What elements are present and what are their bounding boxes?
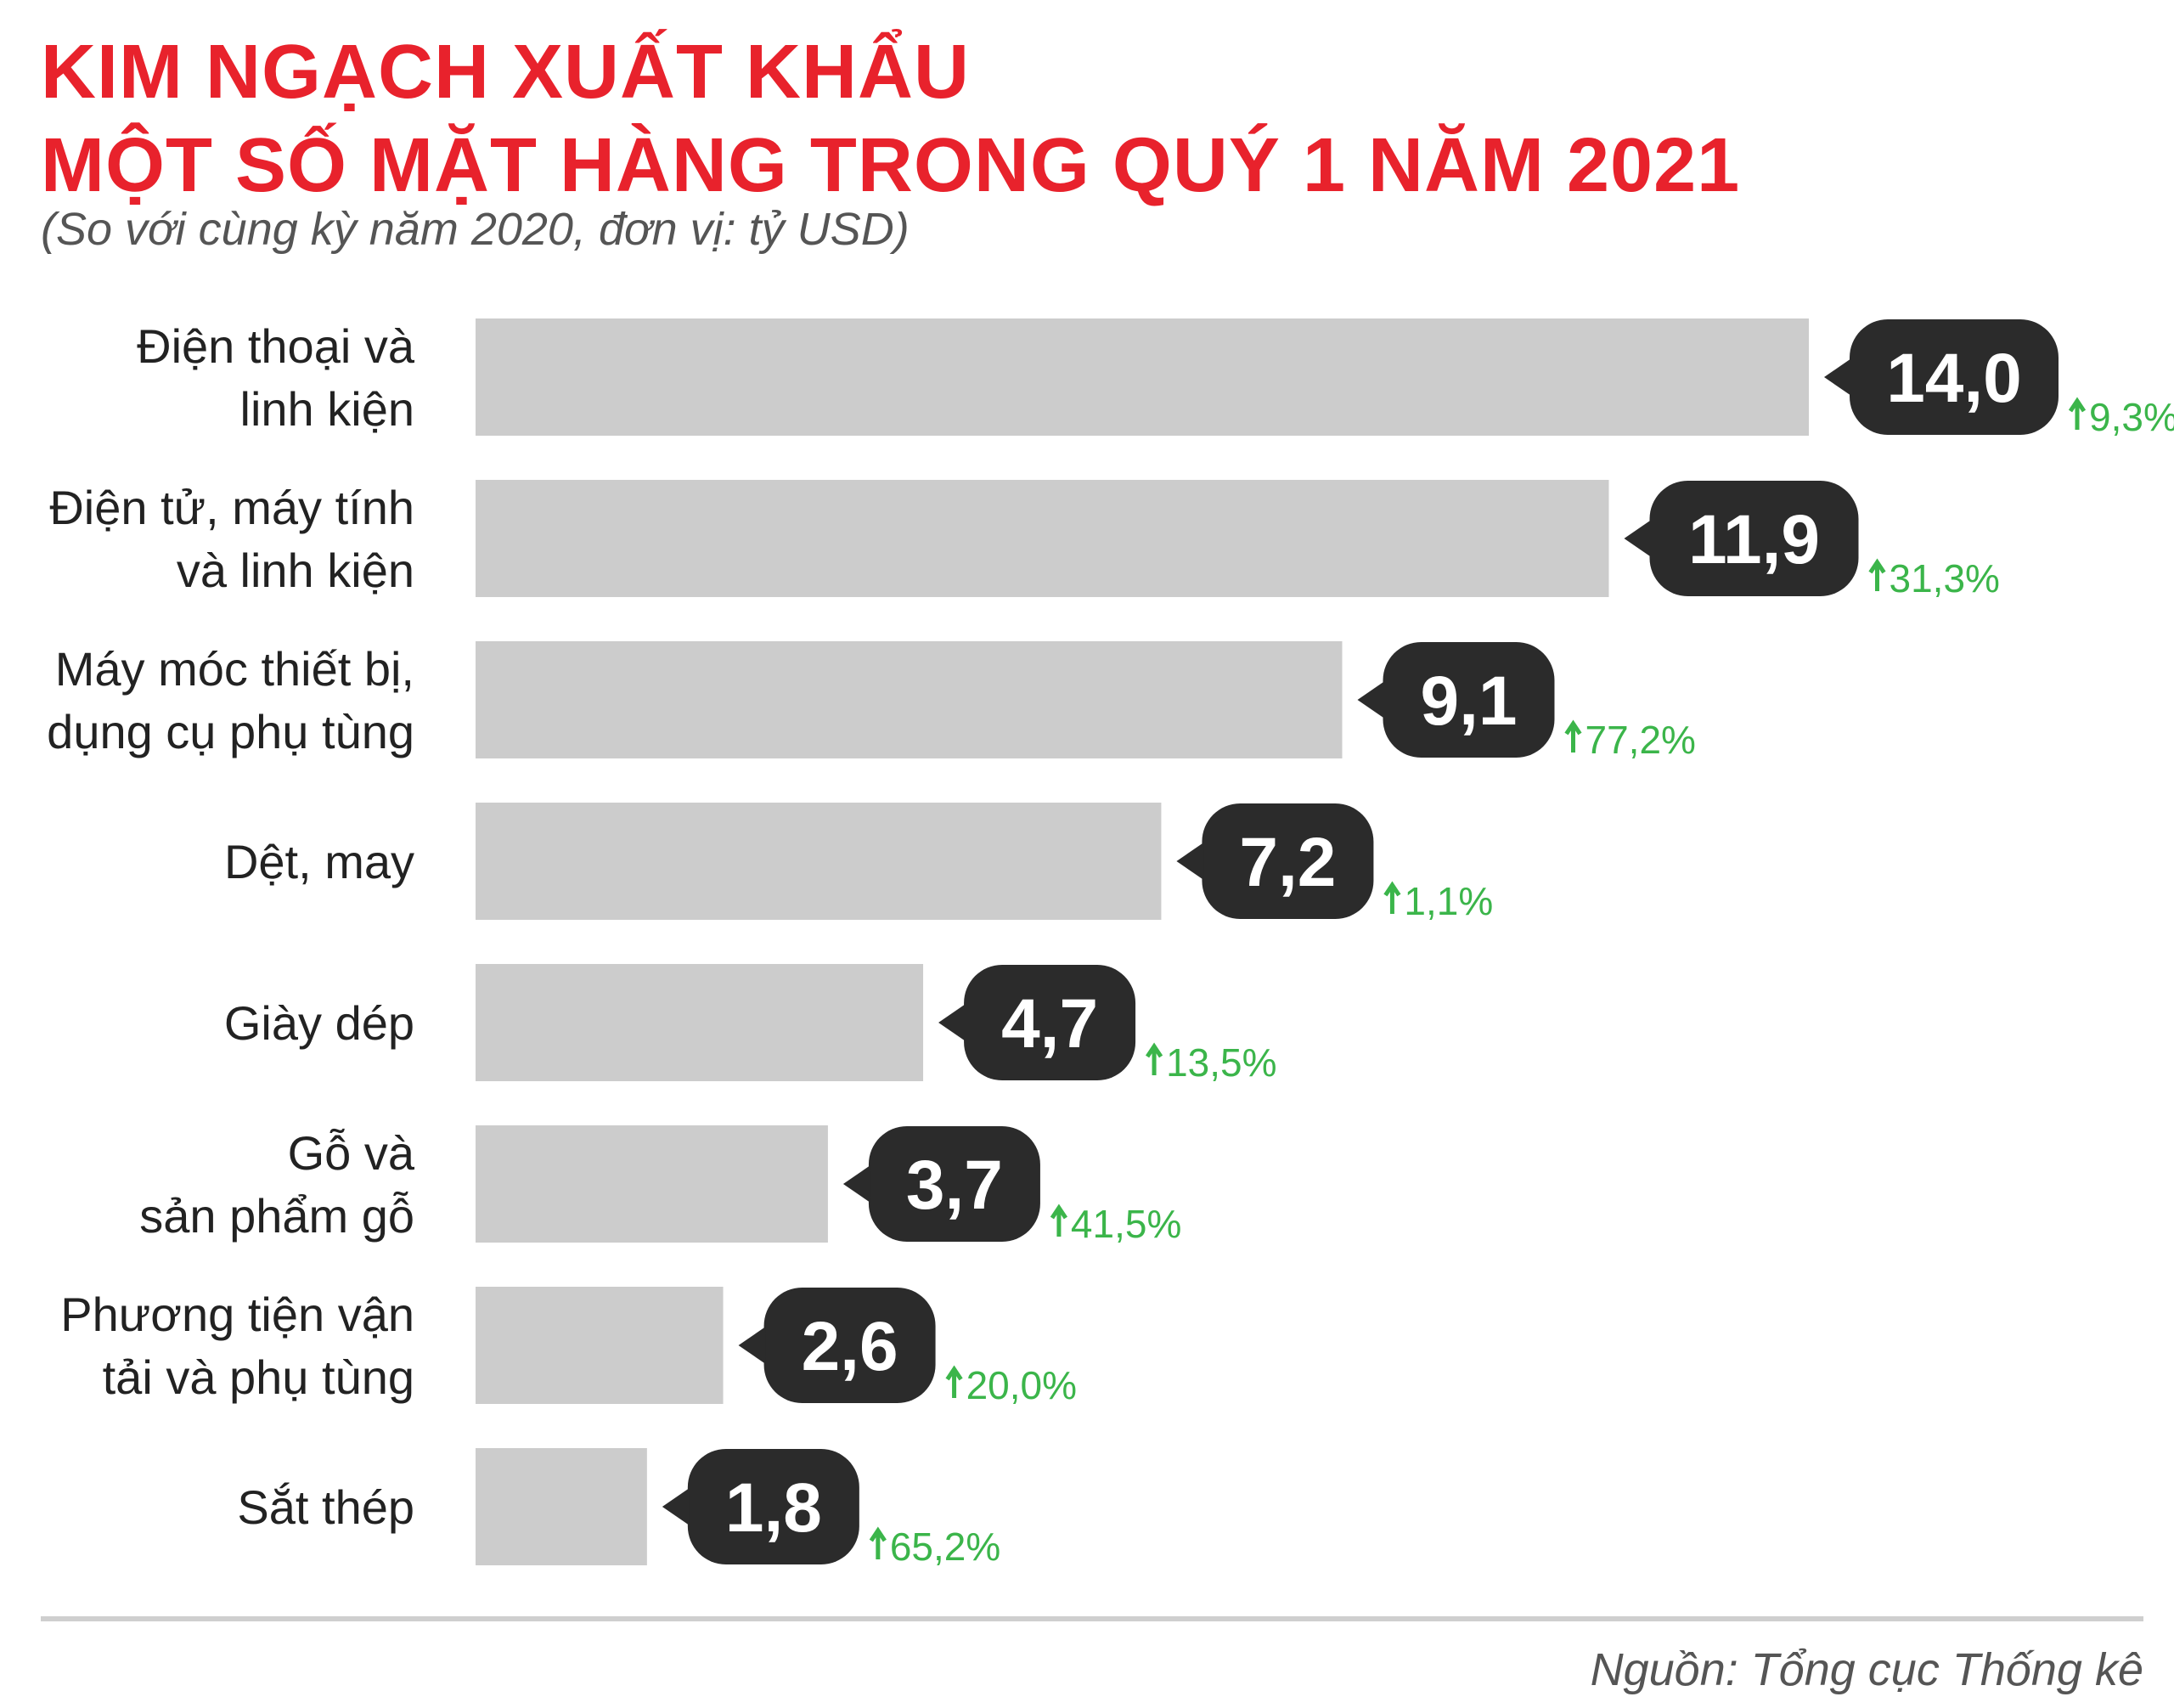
category-label: Phương tiện vận	[60, 1288, 414, 1341]
change-label: 20,0%	[966, 1363, 1077, 1407]
value-bubble-pointer	[842, 1165, 870, 1203]
chart-title-line-2: MỘT SỐ MẶT HÀNG TRONG QUÝ 1 NĂM 2021	[41, 123, 1741, 208]
bar-chart: Điện thoại và linh kiện 14,0 9,3% Điện tử, m…	[47, 318, 2174, 1569]
change-label: 77,2%	[1585, 718, 1696, 762]
value-label: 2,6	[802, 1308, 898, 1385]
value-label: 4,7	[1001, 985, 1098, 1063]
change-label: 9,3%	[2089, 395, 2174, 439]
value-bubble	[1649, 481, 1859, 596]
value-label: 7,2	[1239, 824, 1336, 901]
bar	[476, 803, 1162, 920]
bar	[476, 1448, 647, 1565]
up-arrow-icon	[1145, 1042, 1163, 1075]
up-arrow-icon	[1564, 719, 1582, 753]
category-label: tải và phụ tùng	[103, 1350, 414, 1404]
change-label: 13,5%	[1166, 1040, 1276, 1085]
category-label: linh kiện	[240, 382, 414, 436]
category-label: và linh kiện	[177, 544, 414, 597]
chart-subtitle: (So với cùng kỳ năm 2020, đơn vị: tỷ USD…	[41, 204, 910, 255]
value-label: 9,1	[1421, 662, 1518, 740]
category-label: Gỗ và	[288, 1126, 415, 1180]
bar	[476, 480, 1609, 597]
value-label: 1,8	[725, 1469, 822, 1547]
category-label: Điện thoại và	[137, 319, 415, 373]
footer-divider	[41, 1616, 2143, 1621]
value-label: 3,7	[906, 1147, 1003, 1224]
category-label: Điện tử, máy tính	[49, 481, 414, 534]
bar	[476, 1125, 828, 1243]
chart-title-line-1: KIM NGẠCH XUẤT KHẨU	[41, 30, 970, 115]
up-arrow-icon	[869, 1526, 887, 1559]
up-arrow-icon	[1868, 558, 1886, 591]
bar	[476, 318, 1809, 436]
category-label: Giày dép	[224, 996, 414, 1050]
value-bubble	[868, 1126, 1040, 1242]
value-bubble-pointer	[1176, 843, 1204, 880]
change-label: 1,1%	[1404, 879, 1493, 923]
change-label: 41,5%	[1071, 1202, 1181, 1246]
value-bubble-pointer	[1824, 358, 1851, 396]
chart-title: KIM NGẠCH XUẤT KHẨU MỘT SỐ MẶT HÀNG TRON…	[41, 25, 1740, 212]
category-label: sản phẩm gỗ	[139, 1189, 414, 1243]
up-arrow-icon	[1050, 1203, 1068, 1237]
category-label: dụng cụ phụ tùng	[47, 705, 414, 758]
value-label: 14,0	[1886, 340, 2022, 417]
change-label: 31,3%	[1890, 556, 2000, 600]
bar	[476, 1287, 724, 1404]
category-label: Máy móc thiết bị,	[55, 642, 414, 696]
value-bubble	[1850, 319, 2059, 435]
up-arrow-icon	[1383, 881, 1401, 914]
value-bubble-pointer	[662, 1488, 690, 1525]
value-label: 11,9	[1688, 501, 1820, 578]
source-note: Nguồn: Tổng cục Thống kê	[1590, 1644, 2143, 1695]
value-bubble	[1383, 642, 1555, 758]
value-bubble-pointer	[1624, 520, 1652, 557]
change-label: 65,2%	[890, 1525, 1000, 1569]
category-label: Dệt, may	[224, 835, 414, 888]
up-arrow-icon	[2068, 397, 2087, 430]
value-bubble-pointer	[1357, 681, 1385, 719]
value-bubble	[964, 965, 1136, 1080]
category-label: Sắt thép	[237, 1480, 414, 1534]
value-bubble	[687, 1449, 859, 1564]
bar	[476, 641, 1343, 758]
value-bubble-pointer	[738, 1327, 766, 1364]
value-bubble-pointer	[938, 1004, 966, 1041]
up-arrow-icon	[945, 1365, 963, 1398]
value-bubble	[1202, 803, 1374, 919]
bar	[476, 964, 924, 1081]
value-bubble	[763, 1288, 936, 1403]
